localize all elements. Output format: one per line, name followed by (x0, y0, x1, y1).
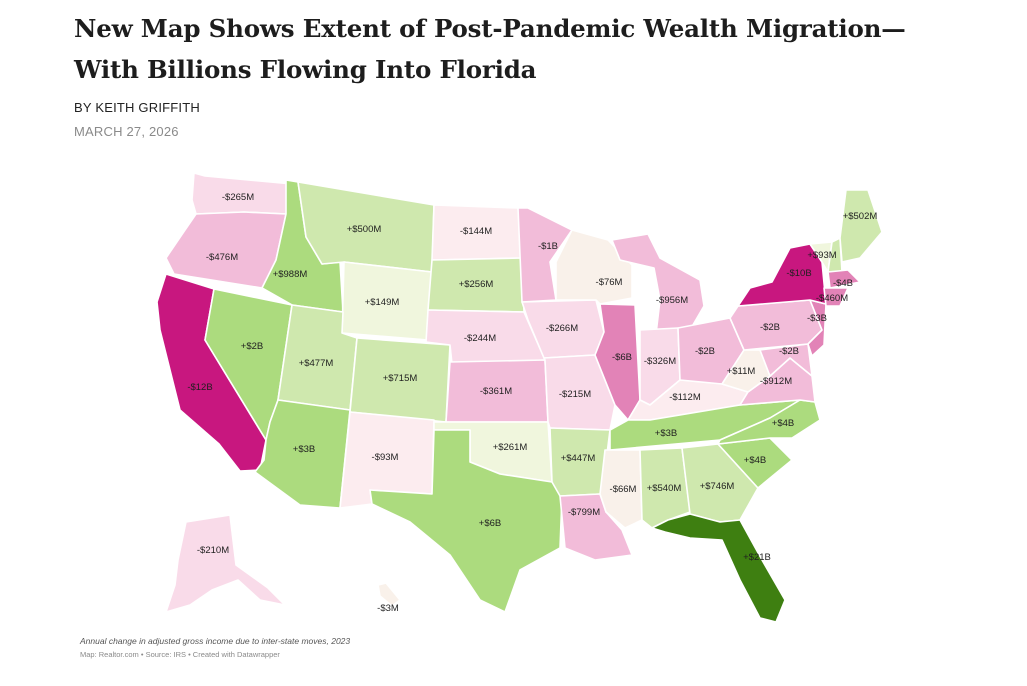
label-ks: -$361M (480, 386, 512, 397)
label-ar: +$447M (561, 453, 596, 464)
label-ct: -$460M (816, 293, 848, 304)
label-ky: -$112M (669, 392, 701, 403)
label-ia: -$266M (546, 323, 578, 334)
label-ok: +$261M (493, 442, 528, 453)
label-ms: -$66M (610, 484, 637, 495)
state-ct[interactable] (823, 287, 849, 307)
label-wi: -$76M (596, 277, 623, 288)
label-or: -$476M (206, 252, 238, 263)
label-mo: -$215M (559, 389, 591, 400)
label-vt: +$93M (807, 250, 836, 261)
label-la: -$799M (568, 507, 600, 518)
author-link[interactable]: KEITH GRIFFITH (95, 100, 200, 115)
label-nv: +$2B (241, 341, 263, 352)
label-ca: -$12B (187, 382, 212, 393)
state-il[interactable] (594, 303, 641, 421)
label-mn: -$1B (538, 241, 558, 252)
label-sc: +$4B (744, 455, 766, 466)
map-credit: Map: Realtor.com • Source: IRS • Created… (80, 650, 280, 659)
state-me[interactable] (839, 189, 883, 263)
label-il: -$6B (612, 352, 632, 363)
state-wi[interactable] (555, 229, 633, 305)
label-ak: -$210M (197, 545, 229, 556)
label-nj: -$3B (807, 313, 827, 324)
state-tx[interactable] (369, 429, 563, 613)
byline: BY KEITH GRIFFITH (74, 100, 200, 115)
publish-date: MARCH 27, 2026 (74, 124, 179, 139)
label-ut: +$477M (299, 358, 334, 369)
label-hi: -$3M (377, 603, 399, 614)
label-nm: -$93M (372, 452, 399, 463)
label-wy: +$149M (365, 297, 400, 308)
state-ak[interactable] (165, 514, 286, 613)
label-sd: +$256M (459, 279, 494, 290)
label-tn: +$3B (655, 428, 677, 439)
state-fl[interactable] (651, 513, 786, 623)
headline: New Map Shows Extent of Post-Pandemic We… (74, 8, 974, 90)
label-id: +$988M (273, 269, 308, 280)
label-tx: +$6B (479, 518, 501, 529)
label-al: +$540M (647, 483, 682, 494)
label-co: +$715M (383, 373, 418, 384)
label-mt: +$500M (347, 224, 382, 235)
state-ma[interactable] (827, 269, 861, 289)
label-va: -$912M (760, 376, 792, 387)
label-ga: +$746M (700, 481, 735, 492)
headline-line-1: New Map Shows Extent of Post-Pandemic We… (74, 14, 906, 43)
state-nc[interactable] (717, 399, 821, 445)
label-me: +$502M (843, 211, 878, 222)
label-ny: -$10B (786, 268, 811, 279)
state-hi[interactable] (377, 582, 401, 607)
label-ne: -$244M (464, 333, 496, 344)
byline-prefix: BY (74, 100, 92, 115)
label-md: -$2B (779, 346, 799, 357)
label-fl: +$21B (743, 552, 771, 563)
label-oh: -$2B (695, 346, 715, 357)
label-nd: -$144M (460, 226, 492, 237)
label-wv: +$11M (727, 366, 756, 377)
label-ma: -$4B (833, 278, 853, 289)
label-nc: +$4B (772, 418, 794, 429)
map-caption: Annual change in adjusted gross income d… (80, 636, 351, 646)
headline-line-2: With Billions Flowing Into Florida (74, 55, 537, 84)
label-az: +$3B (293, 444, 315, 455)
label-pa: -$2B (760, 322, 780, 333)
label-mi: -$956M (656, 295, 688, 306)
label-in: -$326M (644, 356, 676, 367)
label-wa: -$265M (222, 192, 254, 203)
